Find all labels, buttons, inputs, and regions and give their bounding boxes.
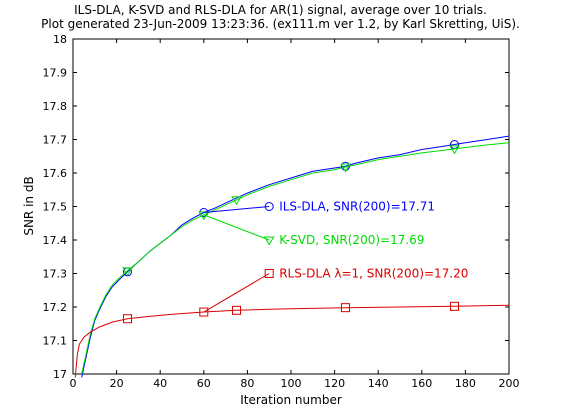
data-point-rls-dla-1	[341, 303, 350, 313]
data-point-rls-dla-1	[232, 305, 241, 315]
chart-title-line-1: ILS-DLA, K-SVD and RLS-DLA for AR(1) sig…	[74, 3, 487, 17]
data-point-k-svd	[340, 163, 351, 173]
y-tick-label: 17.2	[43, 301, 68, 314]
x-tick-label: 80	[240, 377, 254, 390]
series-layer	[74, 135, 510, 378]
y-tick-label: 17.8	[43, 100, 68, 113]
annotation-line-rls-dla-1	[203, 273, 270, 313]
series-line-rls-dla-1	[74, 304, 510, 378]
y-tick-label: 17.9	[43, 67, 68, 80]
series-line-k-svd	[81, 142, 510, 375]
annotation-marker-ils-dla	[264, 202, 274, 211]
x-tick-label: 100	[281, 377, 302, 390]
series-rls-dla-1	[74, 301, 510, 378]
series-k-svd	[81, 142, 510, 375]
x-tick-label: 0	[70, 377, 77, 390]
data-point-k-svd	[231, 196, 242, 206]
data-point-k-svd	[449, 145, 460, 155]
x-axis-label: Iteration number	[240, 393, 342, 407]
annotation-label-k-svd: K-SVD, SNR(200)=17.69	[279, 233, 424, 247]
y-tick-label: 17.5	[43, 201, 68, 214]
x-tick-label: 180	[455, 377, 476, 390]
annotation-rls-dla-1: RLS-DLA λ=1, SNR(200)=17.20	[203, 267, 468, 313]
x-tick-label: 140	[368, 377, 389, 390]
y-tick-label: 17.7	[43, 134, 68, 147]
data-point-rls-dla-1	[450, 301, 459, 311]
annotation-line-ils-dla	[203, 206, 270, 214]
plot-area	[72, 38, 510, 375]
data-point-k-svd	[122, 267, 133, 277]
annotation-label-ils-dla: ILS-DLA, SNR(200)=17.71	[279, 200, 435, 214]
x-tick-label: 60	[197, 377, 211, 390]
annotation-ils-dla: ILS-DLA, SNR(200)=17.71	[203, 200, 435, 214]
data-point-rls-dla-1	[123, 314, 132, 324]
y-axis-label: SNR in dB	[22, 176, 36, 235]
data-point-rls-dla-1	[199, 307, 209, 317]
annotation-marker-rls-dla-1	[264, 269, 274, 278]
x-tick-label: 20	[110, 377, 124, 390]
annotation-line-k-svd	[203, 214, 270, 241]
y-tick-label: 17.6	[43, 167, 68, 180]
x-tick-label: 160	[411, 377, 432, 390]
y-tick-label: 17.4	[43, 234, 68, 247]
chart-title-line-2: Plot generated 23-Jun-2009 13:23:36. (ex…	[41, 17, 520, 31]
y-tick-label: 17	[53, 368, 67, 381]
y-tick-label: 18	[53, 33, 67, 46]
x-tick-label: 120	[324, 377, 345, 390]
axis-ticks: 0 20 40 60 80 100 120 140 160 180 200 17 17.1 17.2 17.…	[43, 33, 520, 390]
annotation-marker-k-svd	[263, 236, 275, 246]
annotation-k-svd: K-SVD, SNR(200)=17.69	[203, 214, 424, 247]
annotations-layer: ILS-DLA, SNR(200)=17.71 K-SVD, SNR(200)=1…	[203, 200, 468, 313]
series-line-ils-dla	[81, 135, 510, 378]
y-tick-label: 17.1	[43, 335, 68, 348]
y-tick-label: 17.3	[43, 268, 68, 281]
x-tick-label: 200	[499, 377, 520, 390]
annotation-label-rls-dla-1: RLS-DLA λ=1, SNR(200)=17.20	[279, 267, 468, 281]
x-tick-label: 40	[153, 377, 167, 390]
